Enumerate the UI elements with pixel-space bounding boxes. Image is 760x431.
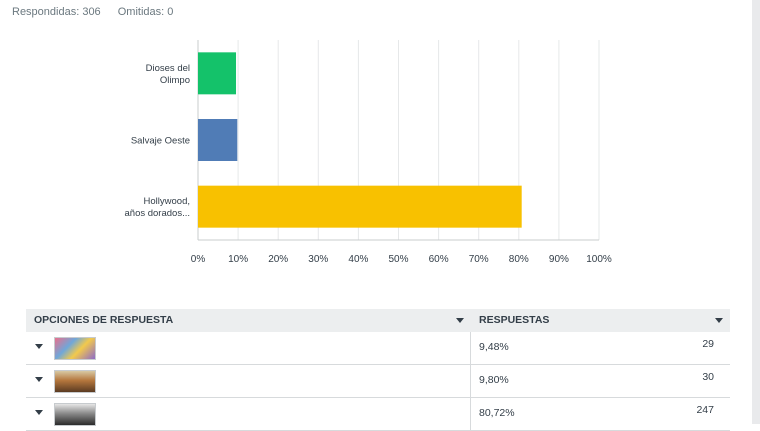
x-tick-label: 40% (348, 254, 368, 265)
category-label: años dorados... (125, 208, 191, 219)
olympus-thumbnail (54, 337, 96, 360)
row-percent: 80,72% (479, 407, 515, 419)
scrollbar[interactable] (752, 0, 760, 424)
expand-row-icon[interactable] (35, 344, 43, 349)
hollywood-thumbnail (54, 403, 96, 426)
responses-column-header[interactable]: RESPUESTAS (479, 314, 550, 326)
x-tick-label: 80% (509, 254, 529, 265)
sort-responses-icon[interactable] (715, 318, 723, 323)
bar (198, 185, 522, 228)
category-label: Olimpo (160, 75, 190, 86)
x-tick-label: 30% (308, 254, 328, 265)
response-summary: Respondidas: 306 Omitidas: 0 (12, 6, 187, 18)
x-tick-label: 70% (469, 254, 489, 265)
row-count: 29 (702, 338, 714, 350)
answered-count: Respondidas: 306 (12, 6, 101, 18)
category-label: Hollywood, (144, 196, 190, 207)
column-divider (470, 332, 471, 364)
skipped-count: Omitidas: 0 (117, 6, 174, 18)
x-tick-label: 60% (429, 254, 449, 265)
options-column-header[interactable]: OPCIONES DE RESPUESTA (34, 314, 174, 326)
bar-chart: 0% 10% 20% 30% 40% 50% 60% 70% 80% 90% 100% Dioses … (125, 40, 612, 265)
expand-row-icon[interactable] (35, 377, 43, 382)
x-tick-label: 90% (549, 254, 569, 265)
table-row: 9,48% 29 (26, 332, 730, 365)
table-row: 80,72% 247 (26, 398, 730, 431)
bar (198, 119, 238, 161)
table-row: 9,80% 30 (26, 365, 730, 398)
answers-table: OPCIONES DE RESPUESTA RESPUESTAS 9,48% 2… (26, 309, 730, 431)
table-header: OPCIONES DE RESPUESTA RESPUESTAS (26, 309, 730, 332)
x-tick-label: 100% (586, 254, 612, 265)
category-label: Dioses del (146, 63, 190, 74)
expand-row-icon[interactable] (35, 410, 43, 415)
category-label: Salvaje Oeste (131, 136, 190, 147)
x-tick-label: 20% (268, 254, 288, 265)
x-tick-label: 0% (191, 254, 206, 265)
x-tick-label: 10% (228, 254, 248, 265)
row-count: 30 (702, 371, 714, 383)
row-percent: 9,48% (479, 341, 509, 353)
sort-options-icon[interactable] (456, 318, 464, 323)
column-divider (470, 365, 471, 397)
bar (198, 52, 237, 95)
x-tick-label: 50% (388, 254, 408, 265)
row-count: 247 (696, 404, 714, 416)
column-divider (470, 398, 471, 430)
wild-west-thumbnail (54, 370, 96, 393)
row-percent: 9,80% (479, 374, 509, 386)
